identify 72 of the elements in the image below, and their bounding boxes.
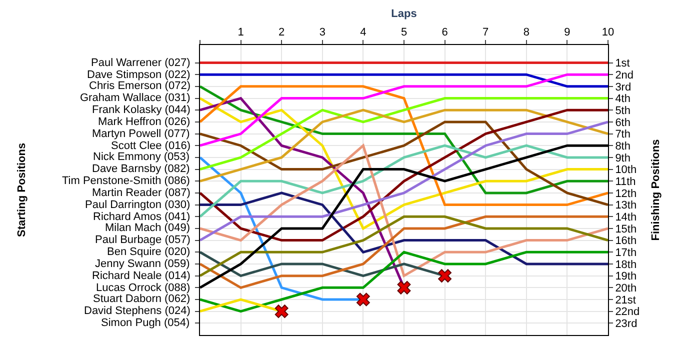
line-series xyxy=(200,215,608,289)
line-series xyxy=(200,215,608,278)
x-tick-label: 6 xyxy=(442,26,448,39)
y2-tick-label: 12th xyxy=(615,188,637,200)
line-series xyxy=(200,120,608,206)
x-tick-label: 1 xyxy=(238,26,244,39)
x-tick-label: 10 xyxy=(602,26,614,39)
x-tick-label: 9 xyxy=(564,26,570,39)
y2-tick-label: 22nd xyxy=(615,306,640,318)
line-series xyxy=(200,144,608,218)
series-label: Nick Emmony (053) xyxy=(93,151,190,163)
y2-tick-label: 15th xyxy=(615,223,637,236)
series-label: Martyn Powell (077) xyxy=(92,128,190,140)
point xyxy=(438,269,452,283)
x-tick-label: 2 xyxy=(278,26,285,39)
y2-tick-label: 2nd xyxy=(615,69,634,82)
series-label: Paul Warrener (027) xyxy=(91,57,190,69)
line-series xyxy=(200,108,608,182)
x-tick-label: 3 xyxy=(319,26,326,39)
y2-tick-label: 23rd xyxy=(615,318,638,330)
series-label: Graham Wallace (031) xyxy=(80,92,190,104)
series-label: Dave Barnsby (082) xyxy=(92,163,190,175)
line-series xyxy=(200,192,608,266)
y2-tick-label: 7th xyxy=(615,128,630,141)
x-tick-label: 5 xyxy=(400,26,408,39)
x-tick-label: 4 xyxy=(360,26,366,39)
line-series xyxy=(200,250,608,313)
series-label: Mark Heffron (026) xyxy=(98,116,190,128)
y2-tick-label: 4th xyxy=(615,93,630,106)
text: Simon Pugh (054) xyxy=(101,317,190,329)
y2-tick-label: 21st xyxy=(615,294,636,306)
series-label: Paul Darrington (030) xyxy=(85,199,190,211)
series-label: Tim Penstone-Smith (086) xyxy=(62,175,190,187)
y2-tick-label: 1st xyxy=(615,58,630,70)
y2-tick-label: 19th xyxy=(615,270,637,283)
y2-tick-label: 10th xyxy=(615,164,637,176)
y2-tick-label: 16th xyxy=(615,235,637,248)
y2-tick-label: 14th xyxy=(615,211,637,224)
series-label: Paul Burbage (057) xyxy=(95,234,190,246)
y2-tick-label: 5th xyxy=(615,104,630,117)
series-label: Scott Clee (016) xyxy=(111,140,190,152)
series-label: Stuart Daborn (062) xyxy=(93,293,190,305)
x-tick-label: 7 xyxy=(482,26,489,39)
series-label: Jenny Swann (059) xyxy=(95,258,190,270)
y2-tick-label: 17th xyxy=(615,246,637,259)
series-label: David Stephens (024) xyxy=(84,305,190,317)
line-series xyxy=(200,73,608,147)
y2-tick-label: 13th xyxy=(615,200,637,212)
series-label: Lucas Orrock (088) xyxy=(96,282,190,294)
series-label: Frank Kolasky (044) xyxy=(92,104,190,116)
y2-tick-label: 18th xyxy=(615,258,637,271)
series-label: Richard Neale (014) xyxy=(92,270,190,282)
series-label: Ben Squire (020) xyxy=(107,246,190,258)
series-label: Milan Mach (049) xyxy=(105,222,190,234)
y2-tick-label: 8th xyxy=(615,140,630,152)
y2-axis-title: Finishing Positions xyxy=(650,139,662,241)
x-axis-title: Laps xyxy=(391,8,417,20)
point xyxy=(274,304,288,318)
x-tick-label: 8 xyxy=(523,26,530,39)
y2-tick-label: 20th xyxy=(615,282,637,294)
y2-tick-label: 3rd xyxy=(615,81,632,94)
point xyxy=(397,280,411,294)
y2-tick-label: 9th xyxy=(615,152,630,164)
series-label: Chris Emerson (072) xyxy=(89,80,190,92)
series-label: Martin Reader (087) xyxy=(92,187,190,199)
y2-tick-label: 11th xyxy=(615,176,636,188)
point xyxy=(356,292,370,306)
text: Starting Positions xyxy=(16,142,28,237)
y2-tick-label: 6th xyxy=(615,116,630,129)
series-label: Dave Stimpson (022) xyxy=(87,69,190,81)
series-label: Richard Amos (041) xyxy=(93,211,190,223)
line-series xyxy=(200,97,608,171)
